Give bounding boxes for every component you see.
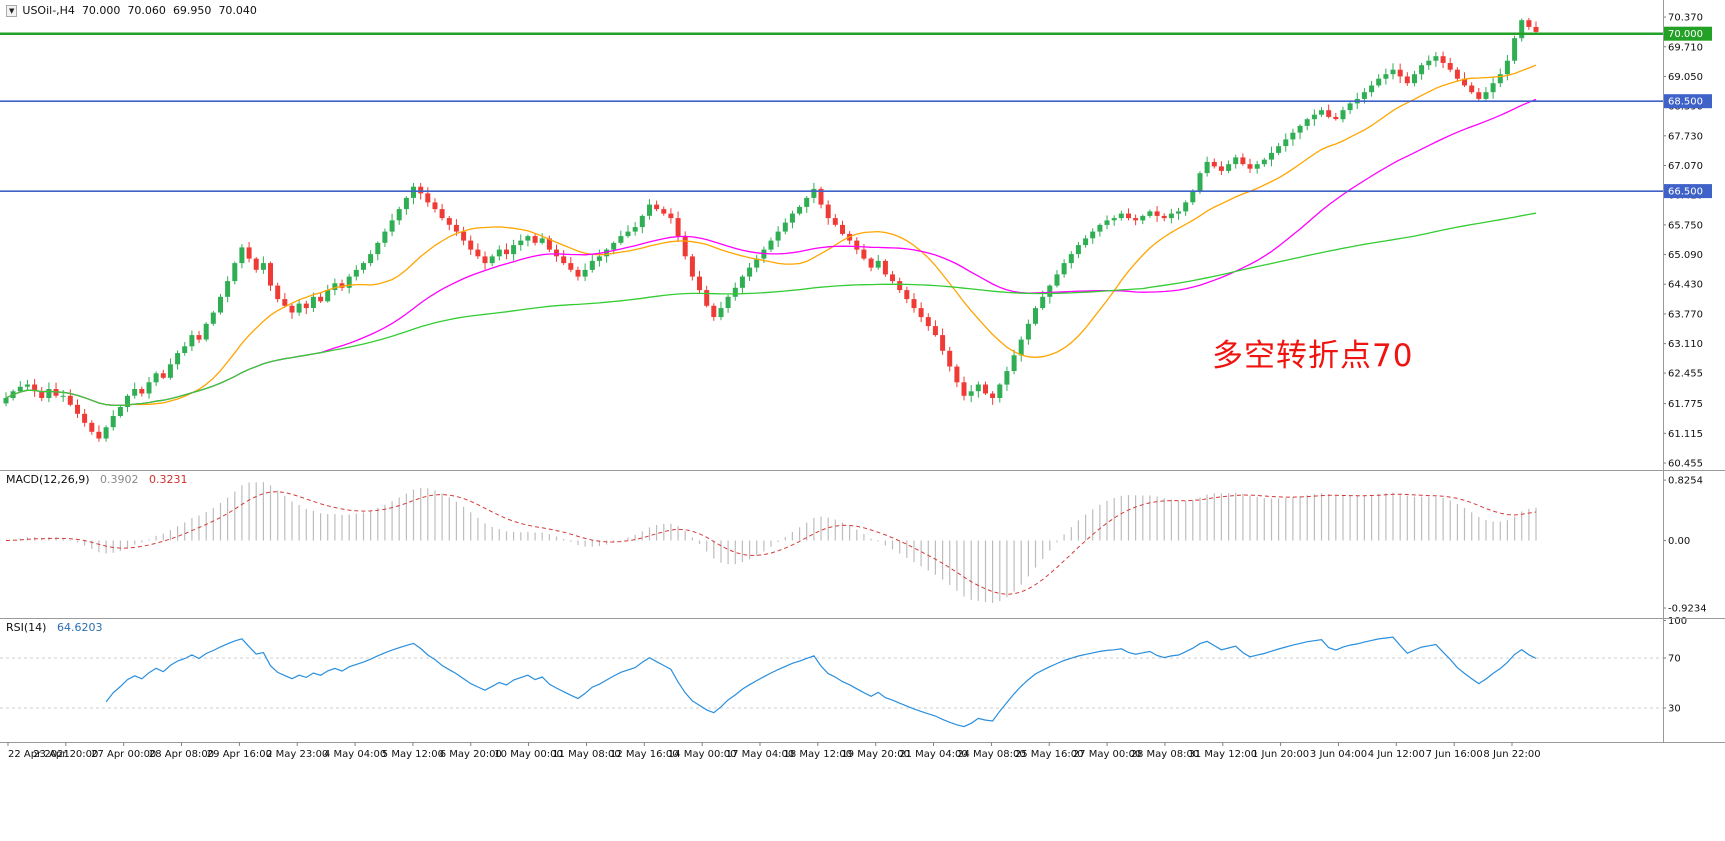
price-axis-label: 64.430 — [1668, 280, 1703, 291]
symbol-timeframe: USOil-,H4 — [22, 4, 75, 17]
time-axis-label: 23 Apr 20:00 — [33, 749, 98, 760]
price-axis-label: 63.770 — [1668, 309, 1703, 320]
time-axis-label: 3 Jun 04:00 — [1310, 749, 1367, 760]
symbol-dropdown-icon[interactable]: ▼ — [6, 4, 18, 17]
candles-layer — [3, 17, 1539, 442]
chart-header: ▼ USOil-,H4 70.000 70.060 69.950 70.040 — [6, 4, 257, 17]
ohlc-low: 69.950 — [172, 4, 212, 17]
ohlc-open: 70.000 — [81, 4, 121, 17]
time-axis-label: 27 May 00:00 — [1073, 749, 1142, 760]
macd-main-value: 0.3902 — [100, 473, 139, 486]
macd-axis-label: 0.8254 — [1668, 476, 1703, 487]
time-axis-label: 2 May 23:00 — [266, 749, 328, 760]
time-axis-label: 28 May 08:00 — [1131, 749, 1200, 760]
time-axis-label: 10 May 00:00 — [494, 749, 563, 760]
macd-signal-line — [5, 491, 1537, 595]
ohlc-high: 70.060 — [127, 4, 166, 17]
macd-axis: 0.8254 0.00 -0.9234 — [1663, 476, 1707, 615]
price-tag — [1664, 184, 1712, 199]
time-axis-label: 17 May 04:00 — [726, 749, 795, 760]
rsi-layer — [0, 636, 1663, 728]
time-axis-label: 21 May 04:00 — [899, 749, 968, 760]
time-axis-label: 31 May 12:00 — [1189, 749, 1258, 760]
time-axis-label: 11 May 08:00 — [552, 749, 621, 760]
time-axis-label: 24 May 08:00 — [957, 749, 1026, 760]
time-axis-label: 12 May 16:00 — [610, 749, 679, 760]
price-axis-label: 67.070 — [1668, 161, 1703, 172]
macd-axis-label: 0.00 — [1668, 536, 1690, 547]
macd-layer — [5, 482, 1537, 603]
time-axis-label: 29 Apr 16:00 — [207, 749, 272, 760]
time-axis-label: 14 May 00:00 — [668, 749, 737, 760]
time-axis-label: 8 Jun 22:00 — [1483, 749, 1540, 760]
price-axis-label: 62.455 — [1668, 369, 1703, 380]
time-axis-label: 5 May 12:00 — [382, 749, 444, 760]
rsi-axis-label: 100 — [1668, 616, 1687, 627]
horizontal-lines-layer: 70.000 68.500 66.500 — [0, 26, 1712, 199]
time-axis-label: 4 Jun 12:00 — [1368, 749, 1425, 760]
price-axis: 70.37069.71069.05068.39067.73067.07066.4… — [1663, 13, 1703, 470]
time-axis-label: 1 Jun 20:00 — [1252, 749, 1309, 760]
annotation-text[interactable]: 多空转折点70 — [1212, 338, 1414, 374]
rsi-value: 64.6203 — [56, 621, 103, 634]
time-axis-label: 25 May 16:00 — [1015, 749, 1084, 760]
macd-name: MACD(12,26,9) — [6, 473, 90, 486]
panel-separators — [0, 0, 1725, 743]
ma-18-line — [5, 64, 1537, 407]
macd-signal-value: 0.3231 — [149, 473, 188, 486]
price-axis-label: 70.370 — [1668, 13, 1703, 24]
price-tag-label: 70.000 — [1668, 29, 1703, 40]
time-axis-label: 28 Apr 08:00 — [149, 749, 214, 760]
price-axis-label: 61.115 — [1668, 429, 1703, 440]
price-axis-label: 60.455 — [1668, 459, 1703, 470]
price-axis-label: 69.710 — [1668, 42, 1703, 53]
time-axis-label: 19 May 20:00 — [841, 749, 910, 760]
price-tag-label: 68.500 — [1668, 97, 1703, 108]
time-axis-label: 27 Apr 00:00 — [91, 749, 156, 760]
time-axis-label: 7 Jun 16:00 — [1426, 749, 1483, 760]
rsi-indicator-label: RSI(14) 64.6203 — [6, 621, 102, 634]
rsi-axis-label: 30 — [1668, 704, 1681, 715]
price-tag — [1664, 26, 1712, 41]
price-axis-label: 61.775 — [1668, 399, 1703, 410]
price-tag — [1664, 94, 1712, 109]
rsi-line — [105, 636, 1537, 728]
price-axis-label: 63.110 — [1668, 339, 1703, 350]
ma-160-line — [5, 212, 1537, 407]
price-axis-label: 65.750 — [1668, 220, 1703, 231]
rsi-name: RSI(14) — [6, 621, 47, 634]
time-axis-label: 18 May 12:00 — [784, 749, 853, 760]
price-tag-label: 66.500 — [1668, 187, 1703, 198]
ohlc-close: 70.040 — [218, 4, 257, 17]
time-axis-label: 4 May 04:00 — [324, 749, 386, 760]
moving-averages-layer — [5, 64, 1537, 407]
macd-axis-label: -0.9234 — [1668, 604, 1707, 615]
time-axis-label: 6 May 20:00 — [440, 749, 502, 760]
price-axis-label: 69.050 — [1668, 72, 1703, 83]
time-axis-label: 22 Apr 2021 — [8, 749, 70, 760]
rsi-axis: 100 70 30 — [1663, 616, 1687, 715]
price-axis-label: 65.090 — [1668, 250, 1703, 261]
macd-indicator-label: MACD(12,26,9) 0.3902 0.3231 — [6, 473, 188, 486]
price-axis-label: 67.730 — [1668, 131, 1703, 142]
rsi-axis-label: 70 — [1668, 654, 1681, 665]
